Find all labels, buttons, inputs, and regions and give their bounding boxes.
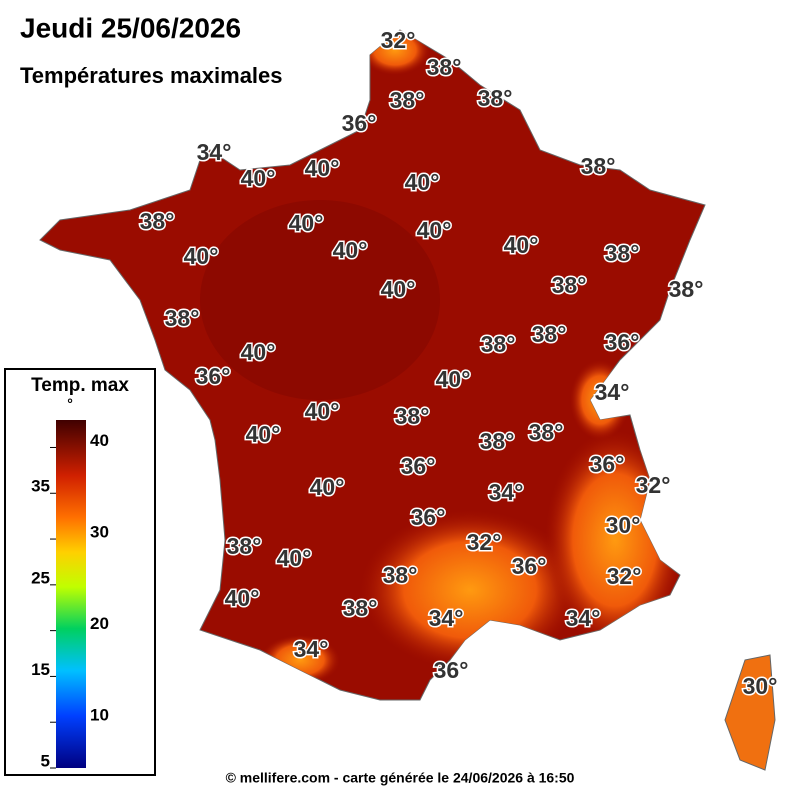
temperature-label: 40°: [504, 232, 539, 258]
title: Jeudi 25/06/2026: [20, 12, 241, 43]
temperature-label: 38°: [581, 153, 616, 179]
temperature-label: 38°: [532, 321, 567, 347]
legend-tick-label: 20: [90, 614, 109, 633]
temperature-label: 40°: [333, 237, 368, 263]
temperature-label: 40°: [417, 217, 452, 243]
temperature-label: 32°: [607, 563, 642, 589]
legend-tick-label: 15: [31, 660, 50, 679]
temperature-label: 32°: [467, 529, 502, 555]
temperature-label: 30°: [606, 512, 641, 538]
temperature-label: 40°: [305, 155, 340, 181]
temperature-labels: 32°38°38° 38°36°34°40° 40°40°38°38° 40° 40°4…: [138, 26, 779, 701]
temperature-label: 38°: [383, 562, 418, 588]
temperature-label: 40°: [184, 243, 219, 269]
color-bar: [56, 420, 86, 768]
temperature-label: 40°: [277, 545, 312, 571]
temperature-label: 38°: [552, 272, 587, 298]
temperature-label: 34°: [429, 605, 464, 631]
temperature-label: 40°: [241, 165, 276, 191]
temperature-label: 40°: [310, 474, 345, 500]
subtitle: Températures maximales: [20, 63, 283, 88]
footer: © mellifere.com - carte générée le 24/06…: [226, 770, 575, 786]
temperature-label: 38°: [343, 595, 378, 621]
temperature-label: 40°: [289, 210, 324, 236]
temperature-label: 34°: [489, 479, 524, 505]
temperature-label: 38°: [478, 85, 513, 111]
temperature-label: 32°: [636, 472, 671, 498]
france-map: [39, 29, 776, 771]
temperature-label: 34°: [566, 605, 601, 631]
temperature-label: 38°: [427, 54, 462, 80]
legend-unit: °: [67, 396, 73, 412]
legend-title: Temp. max: [31, 375, 129, 396]
temperature-label: 38°: [395, 403, 430, 429]
temperature-label: 40°: [246, 421, 281, 447]
temperature-label: 38°: [165, 305, 200, 331]
temperature-label: 36°: [512, 553, 547, 579]
temperature-label: 38°: [140, 208, 175, 234]
temperature-label: 40°: [305, 398, 340, 424]
legend-tick-label: 10: [90, 706, 109, 725]
temperature-label: 32°: [381, 27, 416, 53]
legend-tick-label: 30: [90, 523, 109, 542]
temperature-label: 34°: [595, 379, 630, 405]
temperature-label: 36°: [590, 451, 625, 477]
temperature-label: 34°: [294, 636, 329, 662]
temperature-label: 36°: [411, 504, 446, 530]
legend-tick-label: 40: [90, 431, 109, 450]
temperature-label: 36°: [342, 110, 377, 136]
temperature-label: 40°: [405, 169, 440, 195]
legend-tick-label: 25: [31, 568, 50, 587]
temperature-label: 38°: [605, 240, 640, 266]
temperature-label: 38°: [669, 276, 704, 302]
temperature-label: 40°: [381, 276, 416, 302]
temperature-label: 36°: [401, 453, 436, 479]
legend-tick-label: 5: [41, 751, 50, 770]
temperature-label: 38°: [227, 533, 262, 559]
temperature-label: 38°: [481, 331, 516, 357]
temperature-label: 40°: [225, 585, 260, 611]
temperature-label: 38°: [529, 419, 564, 445]
temperature-label: 36°: [605, 329, 640, 355]
temperature-label: 36°: [196, 363, 231, 389]
temperature-label: 40°: [436, 366, 471, 392]
temperature-label: 38°: [480, 428, 515, 454]
legend-tick-label: 35: [31, 477, 50, 496]
temperature-label: 38°: [390, 87, 425, 113]
temperature-label: 34°: [197, 139, 232, 165]
temperature-label: 36°: [434, 657, 469, 683]
legend: Temp. max ° 40 35 30 25 20 15 10 5: [4, 368, 156, 776]
temperature-label: 30°: [743, 673, 778, 699]
temperature-label: 40°: [241, 339, 276, 365]
